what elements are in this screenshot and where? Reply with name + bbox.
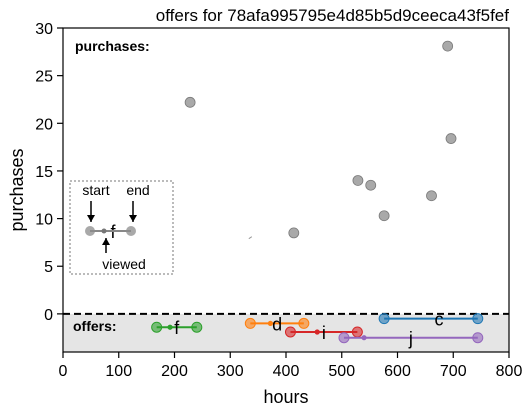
offer-viewed-point bbox=[361, 335, 367, 341]
legend-viewed-point bbox=[101, 228, 107, 234]
legend-end-point bbox=[126, 226, 136, 236]
y-tick-label: 15 bbox=[35, 164, 53, 181]
offer-end-point bbox=[351, 326, 363, 338]
legend-viewed-arrow-head bbox=[102, 238, 110, 245]
offer-viewed-point bbox=[314, 329, 320, 335]
offer-f: f bbox=[151, 318, 203, 338]
offer-start-point bbox=[284, 326, 296, 338]
purchase-point bbox=[442, 40, 454, 52]
legend-viewed-label: viewed bbox=[102, 256, 146, 272]
legend-glyphs bbox=[85, 201, 137, 253]
x-tick-label: 600 bbox=[384, 363, 411, 380]
offer-viewed-point bbox=[267, 320, 273, 327]
legend-start-arrow-head bbox=[87, 215, 95, 222]
y-axis-title: purchases bbox=[7, 148, 27, 231]
offer-d: d bbox=[244, 314, 310, 334]
purchases-panel-label: purchases: bbox=[75, 38, 150, 54]
y-tick-label: 25 bbox=[35, 69, 53, 86]
purchase-point bbox=[288, 227, 300, 239]
offer-series: f d icj bbox=[151, 310, 484, 349]
offer-label: c bbox=[434, 310, 443, 330]
purchase-point bbox=[184, 96, 196, 108]
x-tick-label: 500 bbox=[328, 363, 355, 380]
x-axis-title: hours bbox=[263, 387, 308, 407]
x-tick-label: 200 bbox=[161, 363, 188, 380]
purchase-point bbox=[378, 210, 390, 222]
y-tick-label: 5 bbox=[44, 259, 53, 276]
x-tick-label: 0 bbox=[59, 363, 68, 380]
purchase-point bbox=[352, 175, 364, 186]
legend-start-label: start bbox=[82, 182, 109, 198]
offer-end-point bbox=[191, 321, 203, 333]
y-tick-label: 10 bbox=[35, 212, 53, 229]
stray-mark bbox=[248, 236, 253, 240]
purchase-point bbox=[365, 179, 377, 191]
legend-box bbox=[69, 180, 174, 275]
legend-end-arrow-head bbox=[129, 215, 137, 222]
offer-label: i bbox=[322, 323, 326, 343]
x-axis: 0 100 200 300 400 500 600 700 800 bbox=[59, 352, 523, 380]
x-tick-label: 300 bbox=[217, 363, 244, 380]
x-tick-label: 400 bbox=[273, 363, 300, 380]
legend-start-point bbox=[85, 226, 95, 236]
x-tick-label: 700 bbox=[440, 363, 467, 380]
offer-i: i bbox=[284, 323, 363, 343]
offer-end-point bbox=[472, 313, 484, 325]
offer-start-point bbox=[151, 321, 163, 333]
x-tick-label: 100 bbox=[105, 363, 132, 380]
offer-label: j bbox=[408, 329, 413, 349]
offer-label: d bbox=[272, 314, 282, 334]
offer-start-point bbox=[378, 313, 390, 325]
offers-panel-label: offers: bbox=[73, 318, 117, 334]
y-tick-label: 30 bbox=[35, 21, 53, 38]
offer-j: j bbox=[338, 329, 484, 349]
offer-end-point bbox=[472, 332, 484, 344]
offer-end-point bbox=[298, 317, 310, 329]
legend: start end viewed f bbox=[69, 180, 174, 275]
offer-viewed-point bbox=[167, 324, 173, 330]
x-tick-label: 800 bbox=[496, 363, 523, 380]
offer-label: f bbox=[174, 318, 180, 338]
purchase-point bbox=[426, 190, 437, 202]
purchase-points bbox=[184, 40, 457, 240]
y-tick-label: 0 bbox=[44, 307, 53, 324]
y-tick-label: 20 bbox=[35, 116, 53, 133]
legend-end-label: end bbox=[126, 182, 149, 198]
purchase-point bbox=[445, 133, 457, 144]
offer-start-point bbox=[244, 317, 256, 329]
chart-title: offers for 78afa995795e4d85b5d9ceeca43f5… bbox=[156, 6, 509, 25]
offer-c: c bbox=[378, 310, 484, 330]
offer-start-point bbox=[338, 332, 350, 344]
y-axis: 0 5 10 15 20 25 30 bbox=[35, 21, 63, 324]
